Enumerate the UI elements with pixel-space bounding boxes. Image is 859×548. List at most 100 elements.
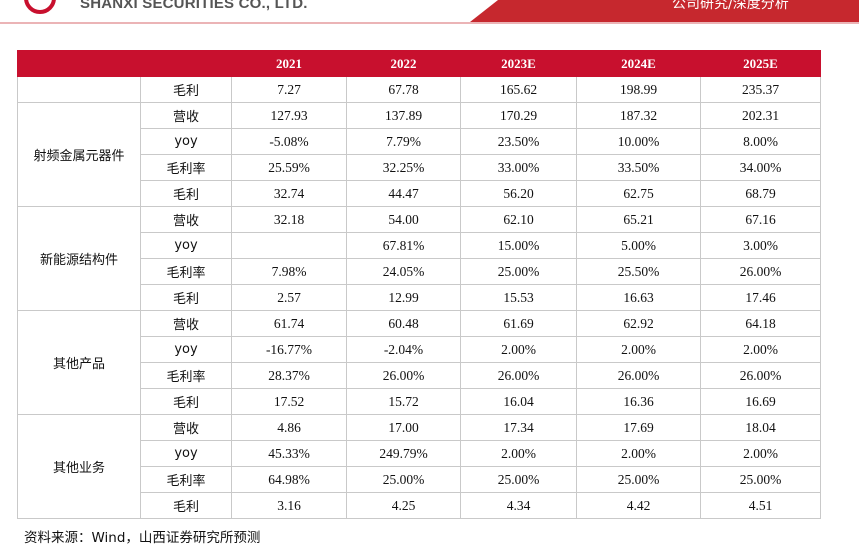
value-cell: 127.93 <box>231 102 347 129</box>
value-cell: 61.74 <box>231 310 347 337</box>
table-row: 毛利率 64.98% 25.00% 25.00% 25.00% 25.00% <box>18 466 821 493</box>
value-cell: 4.86 <box>231 414 347 441</box>
value-cell: 2.00% <box>460 440 577 467</box>
segment-cell: 射频金属元器件 <box>17 102 141 207</box>
metric-cell: 毛利率 <box>140 258 232 285</box>
value-cell: 17.34 <box>460 414 577 441</box>
company-name: SHANXI SECURITIES CO., LTD. <box>80 0 308 12</box>
header-year: 2022 <box>346 50 461 77</box>
value-cell: 2.57 <box>231 284 347 311</box>
value-cell: 2.00% <box>700 440 821 467</box>
section-tag: 公司研究/深度分析 <box>672 0 789 12</box>
table-row: 其他产品 营收 61.74 60.48 61.69 62.92 64.18 <box>17 310 821 415</box>
source-note: 资料来源：Wind，山西证券研究所预测 <box>24 530 261 546</box>
value-cell: 25.00% <box>346 466 461 493</box>
value-cell: 32.74 <box>231 180 347 207</box>
value-cell: 60.48 <box>346 310 461 337</box>
value-cell: 67.16 <box>700 206 821 233</box>
table-row: 新能源结构件 营收 32.18 54.00 62.10 65.21 67.16 <box>17 206 821 311</box>
value-cell: 12.99 <box>346 284 461 311</box>
value-cell: 7.79% <box>346 128 461 155</box>
metric-cell: 营收 <box>140 206 232 233</box>
metric-cell: yoy <box>140 336 232 363</box>
value-cell: 26.00% <box>700 362 821 389</box>
segment-forecast-table: 2021 2022 2023E 2024E 2025E 毛利 7.27 67.78 1… <box>17 50 821 519</box>
metric-cell: 毛利 <box>140 76 232 103</box>
value-cell: 17.52 <box>231 388 347 415</box>
value-cell: 7.27 <box>231 76 347 103</box>
value-cell: 25.00% <box>576 466 701 493</box>
value-cell: 3.16 <box>231 492 347 519</box>
value-cell: 33.00% <box>460 154 577 181</box>
metric-cell: yoy <box>140 232 232 259</box>
table-header: 2021 2022 2023E 2024E 2025E <box>17 50 821 77</box>
metric-cell: 毛利率 <box>140 362 232 389</box>
value-cell: 26.00% <box>346 362 461 389</box>
value-cell: 16.36 <box>576 388 701 415</box>
value-cell: 4.42 <box>576 492 701 519</box>
value-cell: 2.00% <box>576 336 701 363</box>
value-cell: -2.04% <box>346 336 461 363</box>
metric-cell: 营收 <box>140 310 232 337</box>
value-cell: 2.00% <box>460 336 577 363</box>
value-cell: 62.75 <box>576 180 701 207</box>
value-cell: 165.62 <box>460 76 577 103</box>
header-year: 2021 <box>231 50 347 77</box>
value-cell: -5.08% <box>231 128 347 155</box>
value-cell: 26.00% <box>700 258 821 285</box>
value-cell: 23.50% <box>460 128 577 155</box>
value-cell: 3.00% <box>700 232 821 259</box>
value-cell: 8.00% <box>700 128 821 155</box>
metric-cell: 毛利 <box>140 180 232 207</box>
segment-cell: 其他业务 <box>17 414 141 519</box>
value-cell: 249.79% <box>346 440 461 467</box>
metric-cell: 毛利率 <box>140 466 232 493</box>
value-cell: 18.04 <box>700 414 821 441</box>
metric-cell: 营收 <box>140 414 232 441</box>
table-row: 毛利率 7.98% 24.05% 25.00% 25.50% 26.00% <box>18 258 821 285</box>
value-cell: 64.18 <box>700 310 821 337</box>
segment-cell: 新能源结构件 <box>17 206 141 311</box>
value-cell: 17.00 <box>346 414 461 441</box>
value-cell: 26.00% <box>460 362 577 389</box>
table-row: 毛利率 25.59% 32.25% 33.00% 33.50% 34.00% <box>18 154 821 181</box>
value-cell: 235.37 <box>700 76 821 103</box>
header-year: 2024E <box>576 50 701 77</box>
value-cell: 25.00% <box>700 466 821 493</box>
value-cell: 5.00% <box>576 232 701 259</box>
value-cell: 187.32 <box>576 102 701 129</box>
value-cell: 62.92 <box>576 310 701 337</box>
header-blank-metric <box>140 50 232 77</box>
value-cell: 62.10 <box>460 206 577 233</box>
value-cell: -16.77% <box>231 336 347 363</box>
value-cell: 68.79 <box>700 180 821 207</box>
value-cell: 28.37% <box>231 362 347 389</box>
value-cell: 10.00% <box>576 128 701 155</box>
value-cell: 4.51 <box>700 492 821 519</box>
value-cell: 198.99 <box>576 76 701 103</box>
header-year: 2023E <box>460 50 577 77</box>
table-row: yoy -16.77% -2.04% 2.00% 2.00% 2.00% <box>18 336 821 363</box>
table-row: 毛利 3.16 4.25 4.34 4.42 4.51 <box>18 492 821 519</box>
header-blank-segment <box>17 50 141 77</box>
value-cell: 54.00 <box>346 206 461 233</box>
value-cell: 15.53 <box>460 284 577 311</box>
table-row: 毛利 17.52 15.72 16.04 16.36 16.69 <box>18 388 821 415</box>
value-cell: 24.05% <box>346 258 461 285</box>
value-cell: 15.72 <box>346 388 461 415</box>
segment-cell <box>17 76 141 103</box>
header-band <box>470 0 859 22</box>
company-logo-icon <box>24 0 56 14</box>
value-cell: 16.04 <box>460 388 577 415</box>
table-row: 其他业务 营收 4.86 17.00 17.34 17.69 18.04 <box>17 414 821 519</box>
value-cell: 4.25 <box>346 492 461 519</box>
header-left: SHANXI SECURITIES CO., LTD. <box>0 0 500 22</box>
value-cell: 64.98% <box>231 466 347 493</box>
page-header: SHANXI SECURITIES CO., LTD. 公司研究/深度分析 <box>0 0 859 22</box>
value-cell: 45.33% <box>231 440 347 467</box>
value-cell: 170.29 <box>460 102 577 129</box>
segment-cell: 其他产品 <box>17 310 141 415</box>
metric-cell: 毛利 <box>140 492 232 519</box>
value-cell: 32.25% <box>346 154 461 181</box>
value-cell: 16.63 <box>576 284 701 311</box>
